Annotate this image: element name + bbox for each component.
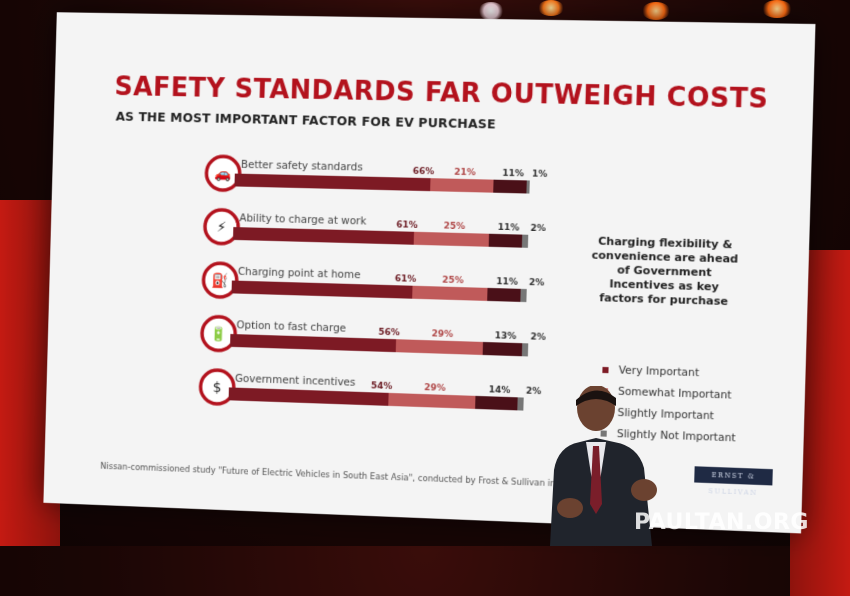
bar-segment-slightly-not-important <box>520 289 526 302</box>
data-label: 2% <box>530 332 546 343</box>
data-label: 25% <box>443 221 465 232</box>
side-note: Charging flexibility & convenience are a… <box>587 234 742 309</box>
legend-label: Very Important <box>619 364 700 379</box>
bar-segment-very-important <box>230 334 396 352</box>
bar-segment-very-important <box>233 227 414 245</box>
chart-row: $ Government incentives 54% 29% 14% 2% <box>200 370 542 416</box>
chart-row: ⛽ Charging point at home 61% 25% 11% 2% <box>203 263 545 307</box>
bar-segment-slightly-important <box>489 234 523 248</box>
presenter-hand-left <box>557 498 583 518</box>
data-label: 11% <box>502 169 524 180</box>
car-crash-icon: 🚗 <box>214 166 231 182</box>
stage-light <box>478 2 504 20</box>
bar-segment-slightly-important <box>493 180 527 194</box>
data-label: 11% <box>498 223 520 234</box>
category-label: Option to fast charge <box>236 319 346 334</box>
presentation-slide: SAFETY STANDARDS FAR OUTWEIGH COSTS AS T… <box>43 12 815 533</box>
data-label: 54% <box>371 381 393 392</box>
chart-row: 🔋 Option to fast charge 56% 29% 13% 2% <box>202 316 547 361</box>
category-label: Ability to charge at work <box>239 212 366 227</box>
bar-segment-somewhat-important <box>388 393 475 409</box>
charging-station-icon: ⛽ <box>211 272 229 289</box>
stage-light <box>762 0 792 18</box>
category-label: Charging point at home <box>238 266 361 282</box>
data-label: 11% <box>496 277 518 288</box>
money-hand-icon: $ <box>213 380 222 396</box>
bar-segment-somewhat-important <box>412 286 487 301</box>
bar-segment-very-important <box>234 174 430 192</box>
bar-segment-very-important <box>229 387 389 405</box>
bar-segment-somewhat-important <box>414 232 489 247</box>
stage-light <box>642 2 670 20</box>
data-label: 29% <box>431 329 453 340</box>
bar-segment-slightly-important <box>475 396 518 411</box>
data-label: 56% <box>378 328 400 339</box>
site-watermark: PAULTAN.ORG <box>634 510 809 535</box>
bar-segment-slightly-important <box>487 288 521 302</box>
bar-segment-slightly-not-important <box>522 343 528 356</box>
data-label: 1% <box>532 169 548 180</box>
bar-segment-very-important <box>232 281 413 299</box>
chart-row: ⚡ Ability to charge at work 61% 25% 11% 2% <box>205 209 547 252</box>
stage-light <box>538 0 564 16</box>
data-label: 13% <box>495 331 517 342</box>
legend-swatch <box>602 366 608 372</box>
chart-row: 🚗 Better safety standards 66% 21% 11% 1% <box>206 156 548 198</box>
data-label: 2% <box>530 224 546 235</box>
data-label: 21% <box>454 168 476 179</box>
data-label: 2% <box>529 278 545 289</box>
data-label: 66% <box>413 167 435 178</box>
data-label: 25% <box>442 276 464 287</box>
bar-segment-slightly-not-important <box>522 235 528 248</box>
data-label: 61% <box>395 274 417 285</box>
data-label: 61% <box>396 220 418 231</box>
frost-sullivan-logo: ERNST & SULLIVAN <box>694 466 773 485</box>
bar-segment-slightly-not-important <box>517 397 523 410</box>
presenter-hand-right <box>631 479 657 501</box>
data-label: 29% <box>424 383 446 394</box>
category-label: Government incentives <box>235 373 356 389</box>
bar-segment-slightly-important <box>483 342 523 356</box>
fast-charge-battery-icon: 🔋 <box>210 325 228 343</box>
bar-segment-somewhat-important <box>430 178 493 193</box>
bar-segment-somewhat-important <box>396 339 483 355</box>
bar-segment-slightly-not-important <box>526 180 529 193</box>
data-label: 14% <box>489 385 511 396</box>
ev-plug-icon: ⚡ <box>217 220 227 236</box>
category-label: Better safety standards <box>241 159 363 174</box>
